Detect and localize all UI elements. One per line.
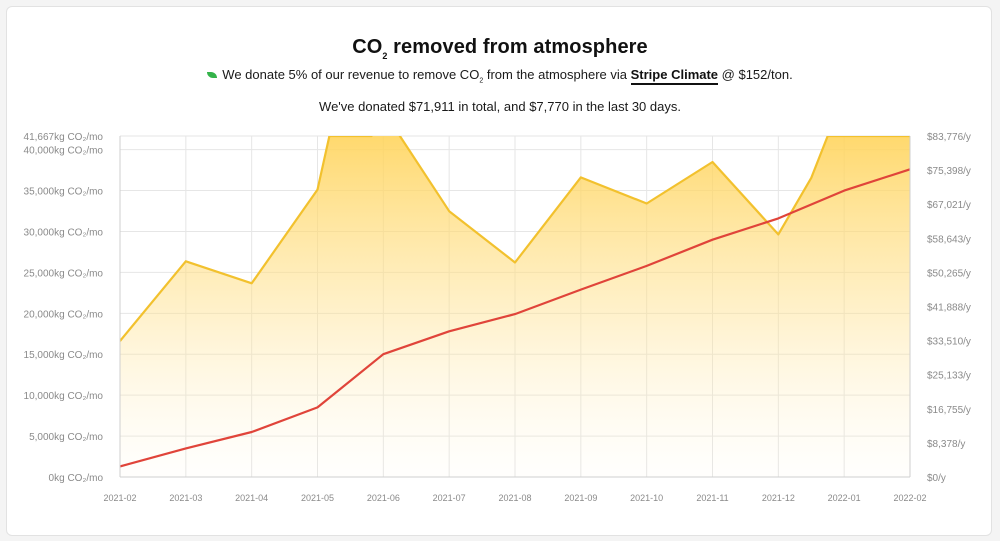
y-left-tick-label: 30,000kg CO₂/mo — [24, 227, 104, 238]
x-tick-label: 2021-08 — [498, 493, 531, 503]
y-left-tick-label: 0kg CO₂/mo — [49, 473, 104, 484]
y-right-tick-label: $16,755/y — [927, 405, 971, 416]
x-tick-label: 2021-07 — [433, 493, 466, 503]
y-left-tick-label: 20,000kg CO₂/mo — [24, 309, 104, 320]
x-tick-label: 2021-06 — [367, 493, 400, 503]
x-tick-label: 2021-12 — [762, 493, 795, 503]
leaf-icon — [207, 72, 218, 78]
stripe-climate-link[interactable]: Stripe Climate — [630, 67, 719, 85]
y-right-tick-label: $67,021/y — [927, 200, 971, 211]
y-right-tick-label: $25,133/y — [927, 371, 971, 382]
donation-stats: We've donated $71,911 in total, and $7,7… — [319, 99, 681, 114]
x-tick-label: 2021-11 — [696, 493, 728, 503]
y-left-tick-label: 25,000kg CO₂/mo — [24, 268, 104, 279]
y-left-tick-label: 10,000kg CO₂/mo — [24, 391, 104, 402]
x-tick-label: 2021-04 — [235, 493, 268, 503]
chart-series-layer — [120, 136, 910, 477]
chart-subtitle: We donate 5% of our revenue to remove CO… — [0, 67, 1000, 85]
y-right-tick-label: $75,398/y — [927, 166, 971, 177]
y-right-tick-label: $0/y — [927, 473, 946, 484]
y-right-tick-label: $58,643/y — [927, 234, 971, 245]
chart-title: CO2 removed from atmosphere — [352, 36, 648, 61]
x-tick-label: 2021-03 — [169, 493, 202, 503]
y-right-tick-label: $8,378/y — [927, 439, 965, 450]
revenue-area — [120, 136, 910, 477]
x-tick-label: 2022-02 — [893, 493, 926, 503]
y-right-tick-label: $83,776/y — [927, 132, 971, 143]
y-right-tick-label: $41,888/y — [927, 303, 971, 314]
x-tick-label: 2021-10 — [630, 493, 663, 503]
y-left-tick-label: 41,667kg CO₂/mo — [24, 132, 104, 143]
y-left-tick-label: 35,000kg CO₂/mo — [24, 187, 104, 198]
y-left-tick-label: 5,000kg CO₂/mo — [29, 432, 103, 443]
y-right-tick-label: $50,265/y — [927, 268, 971, 279]
x-tick-label: 2022-01 — [828, 493, 861, 503]
x-tick-label: 2021-05 — [301, 493, 334, 503]
y-left-tick-label: 40,000kg CO₂/mo — [24, 146, 104, 157]
x-tick-label: 2021-09 — [564, 493, 597, 503]
chart-axes: 0kg CO₂/mo 5,000kg CO₂/mo 10,000kg CO₂/mo 1… — [24, 132, 971, 503]
y-right-tick-label: $33,510/y — [927, 337, 971, 348]
x-tick-label: 2021-02 — [103, 493, 136, 503]
y-left-tick-label: 15,000kg CO₂/mo — [24, 350, 104, 361]
